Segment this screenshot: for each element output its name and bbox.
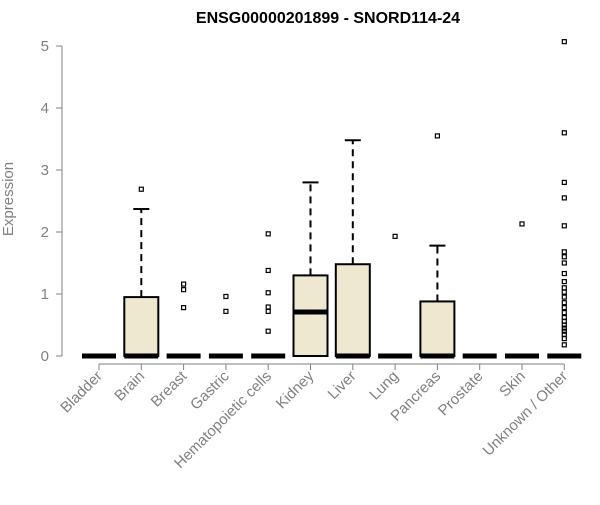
outlier-point <box>561 300 567 306</box>
box-breast <box>166 281 201 359</box>
outlier-point <box>561 325 567 331</box>
outlier-point <box>561 130 567 136</box>
outlier-point <box>561 179 567 185</box>
outlier-point <box>265 304 271 310</box>
outlier-point <box>138 186 144 192</box>
box-gastric <box>208 293 243 359</box>
outlier-point <box>561 279 567 285</box>
outlier-point <box>561 39 567 45</box>
x-tick-label: Kidney <box>273 367 318 412</box>
outlier-point <box>561 342 567 348</box>
y-tick-label: 1 <box>41 286 49 303</box>
outlier-point <box>181 287 187 293</box>
x-tick-label: Breast <box>148 367 191 410</box>
boxes-group <box>82 39 582 359</box>
x-tick-label: Brain <box>111 368 148 405</box>
outlier-point <box>561 294 567 300</box>
box-iqr <box>123 296 160 358</box>
outlier-point <box>561 249 567 255</box>
y-tick-label: 4 <box>41 100 49 117</box>
box-iqr <box>419 300 456 358</box>
outlier-point <box>561 331 567 337</box>
x-tick-label: Bladder <box>57 368 106 417</box>
outlier-point <box>223 293 229 300</box>
y-tick-label: 3 <box>41 162 49 179</box>
outlier-point <box>561 285 567 291</box>
outlier-point <box>561 314 567 321</box>
outlier-point <box>561 336 567 342</box>
box-iqr <box>334 263 371 357</box>
outlier-point <box>561 260 567 266</box>
y-tick-label: 5 <box>41 38 49 55</box>
x-tick-label: Liver <box>325 368 360 403</box>
x-tick-label: Prostate <box>435 368 487 420</box>
box-brain <box>123 186 160 359</box>
outlier-point <box>181 281 187 287</box>
outlier-point <box>561 223 567 229</box>
outlier-point <box>561 305 567 311</box>
box-pancreas <box>419 133 456 359</box>
x-tick-label: Lung <box>366 368 402 404</box>
y-axis-label: Expression <box>0 162 17 236</box>
outlier-point <box>265 290 271 296</box>
outlier-point <box>561 254 567 260</box>
chart-title: ENSG00000201899 - SNORD114-24 <box>196 10 460 27</box>
outlier-point <box>561 310 567 316</box>
box-kidney <box>292 181 329 357</box>
outlier-point <box>561 289 567 295</box>
box-iqr <box>292 274 329 357</box>
y-tick-label: 2 <box>41 224 49 241</box>
outlier-point <box>265 267 271 274</box>
box-lung <box>378 233 413 359</box>
outlier-point <box>265 231 271 237</box>
outlier-point <box>181 305 187 311</box>
y-tick-label: 0 <box>41 348 49 365</box>
outlier-point <box>561 270 567 277</box>
outlier-point <box>392 233 398 239</box>
outlier-point <box>265 328 271 334</box>
outlier-point <box>434 133 440 139</box>
outlier-point <box>223 308 229 314</box>
box-hematopoietic-cells <box>251 231 286 359</box>
outlier-point <box>265 308 271 314</box>
outlier-point <box>561 328 567 334</box>
x-tick-label: Skin <box>496 368 529 401</box>
box-unknown-other <box>547 39 582 359</box>
outlier-point <box>561 195 567 201</box>
y-axis: 0 1 2 3 4 5 <box>41 38 63 365</box>
outlier-point <box>519 221 525 227</box>
box-skin <box>505 221 539 359</box>
box-liver <box>334 139 371 359</box>
